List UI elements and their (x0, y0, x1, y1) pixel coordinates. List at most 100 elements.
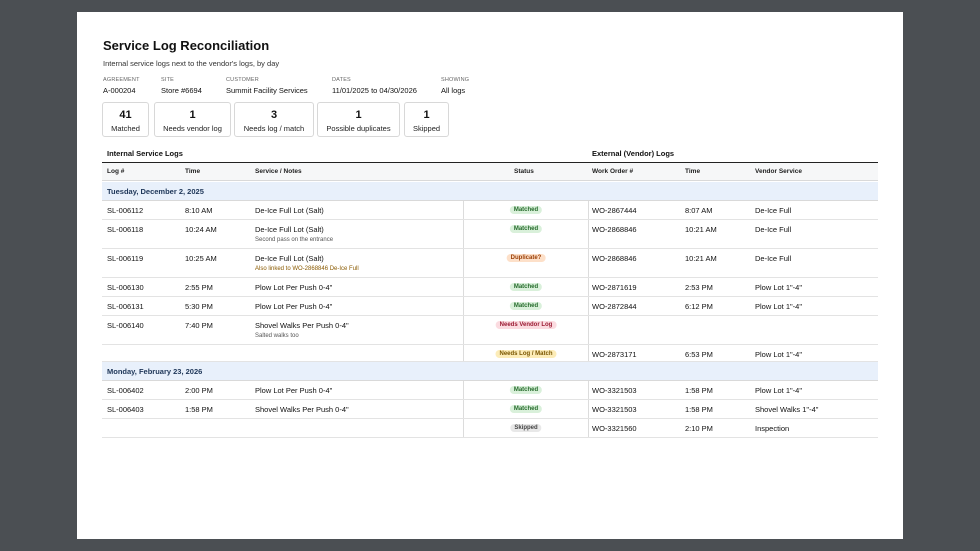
service-name: Plow Lot Per Push 0-4" (255, 283, 333, 292)
summary-label: Matched (111, 124, 140, 133)
summary-label: Skipped (412, 124, 441, 133)
vendor-service: De-Ice Full (755, 206, 792, 215)
column-divider (588, 220, 589, 248)
summary-count: 41 (119, 109, 132, 121)
service-name: Shovel Walks Per Push 0-4" (255, 321, 349, 330)
table-row[interactable]: SL-006140 7:40 PM Shovel Walks Per Push 0-… (102, 316, 878, 345)
table-row[interactable]: WO-2873171 6:53 PM Plow Lot 1"-4" Needs Log… (102, 345, 878, 362)
status-badge: Needs Vendor Log (495, 321, 557, 329)
col-header-service: Service / Notes (255, 168, 302, 175)
vendor-time: 10:21 AM (685, 225, 717, 234)
log-number[interactable]: SL-006130 (107, 283, 144, 292)
summary-count: 1 (189, 109, 196, 121)
page-title: Service Log Reconciliation (103, 38, 270, 53)
service-name: Plow Lot Per Push 0-4" (255, 386, 333, 395)
status-badge: Matched (509, 302, 543, 310)
table-row[interactable]: SL-006403 1:58 PM Shovel Walks Per Push 0-… (102, 400, 878, 419)
col-header-vendor-time: Time (685, 168, 701, 175)
column-divider (463, 381, 464, 399)
column-divider (463, 419, 464, 437)
report-page: Service Log Reconciliation Internal serv… (77, 12, 903, 539)
day-group-header: Tuesday, December 2, 2025 (102, 182, 878, 201)
status-badge: Skipped (510, 424, 542, 432)
log-number[interactable]: SL-006402 (107, 386, 144, 395)
col-header-vendor-service: Vendor Service (755, 168, 802, 175)
vendor-service: Plow Lot 1"-4" (755, 302, 803, 311)
work-order-number[interactable]: WO-3321503 (592, 405, 637, 414)
summary-card-needs-log-match[interactable]: 3 Needs log / match (234, 102, 314, 137)
summary-card-possible-duplicates[interactable]: 1 Possible duplicates (317, 102, 400, 137)
log-number[interactable]: SL-006131 (107, 302, 144, 311)
column-divider (463, 249, 464, 277)
meta-dates: Dates 11/01/2025 to 04/30/2026 (332, 77, 417, 95)
summary-count: 1 (423, 109, 430, 121)
log-time: 1:58 PM (185, 405, 213, 414)
meta-site: Site Store #6694 (161, 77, 202, 95)
column-divider (463, 316, 464, 344)
summary-card-needs-vendor-log[interactable]: 1 Needs vendor log (154, 102, 231, 137)
column-divider (463, 297, 464, 315)
service-name: Shovel Walks Per Push 0-4" (255, 405, 349, 414)
work-order-number[interactable]: WO-3321503 (592, 386, 637, 395)
column-divider (463, 278, 464, 296)
work-order-number[interactable]: WO-2868846 (592, 225, 637, 234)
status-badge: Matched (509, 225, 543, 233)
work-order-number[interactable]: WO-2872844 (592, 302, 637, 311)
column-divider (463, 345, 464, 361)
table-header: Log # Time Service / Notes Status Work O… (102, 163, 878, 181)
table-row[interactable]: SL-006131 5:30 PM Plow Lot Per Push 0-4" WO… (102, 297, 878, 316)
col-header-status: Status (514, 168, 534, 175)
service-name: De-Ice Full Lot (Salt) (255, 206, 324, 215)
table-row[interactable]: SL-006118 10:24 AM De-Ice Full Lot (Salt) W… (102, 220, 878, 249)
summary-label: Needs log / match (243, 124, 305, 133)
meta-value: Store #6694 (161, 86, 202, 95)
service-name: De-Ice Full Lot (Salt) (255, 254, 324, 263)
summary-card-matched[interactable]: 41 Matched (102, 102, 149, 137)
work-order-number[interactable]: WO-2873171 (592, 350, 637, 359)
column-divider (463, 400, 464, 418)
vendor-service: Plow Lot 1"-4" (755, 386, 803, 395)
table-row[interactable]: SL-006402 2:00 PM Plow Lot Per Push 0-4" WO… (102, 381, 878, 400)
vendor-service: Inspection (755, 424, 790, 433)
col-header-time: Time (185, 168, 201, 175)
col-header-work-order: Work Order # (592, 168, 634, 175)
table-row[interactable]: SL-006130 2:55 PM Plow Lot Per Push 0-4" WO… (102, 278, 878, 297)
status-badge: Matched (509, 405, 543, 413)
table-row[interactable]: SL-006112 8:10 AM De-Ice Full Lot (Salt) WO… (102, 201, 878, 220)
log-time: 7:40 PM (185, 321, 213, 330)
status-badge: Duplicate? (506, 254, 546, 262)
column-divider (463, 201, 464, 219)
table-row[interactable]: WO-3321560 2:10 PM Inspection Skipped (102, 419, 878, 438)
work-order-number[interactable]: WO-2867444 (592, 206, 637, 215)
log-time: 10:25 AM (185, 254, 217, 263)
service-name: Plow Lot Per Push 0-4" (255, 302, 333, 311)
table-row[interactable]: SL-006119 10:25 AM De-Ice Full Lot (Salt) W… (102, 249, 878, 278)
log-number[interactable]: SL-006118 (107, 225, 144, 234)
log-number[interactable]: SL-006140 (107, 321, 144, 330)
work-order-number[interactable]: WO-3321560 (592, 424, 637, 433)
log-time: 8:10 AM (185, 206, 213, 215)
log-time: 2:55 PM (185, 283, 213, 292)
service-note: Second pass on the entrance (255, 237, 334, 243)
external-logs-heading: External (Vendor) Logs (592, 149, 675, 158)
column-divider (588, 381, 589, 399)
vendor-time: 8:07 AM (685, 206, 713, 215)
status-badge: Matched (509, 206, 543, 214)
meta-label: Showing (441, 77, 470, 83)
meta-value: 11/01/2025 to 04/30/2026 (332, 86, 417, 95)
vendor-service: Plow Lot 1"-4" (755, 350, 803, 359)
summary-card-skipped[interactable]: 1 Skipped (404, 102, 449, 137)
column-divider (588, 316, 589, 344)
log-number[interactable]: SL-006112 (107, 206, 144, 215)
log-number[interactable]: SL-006403 (107, 405, 144, 414)
work-order-number[interactable]: WO-2868846 (592, 254, 637, 263)
status-badge: Matched (509, 386, 543, 394)
column-divider (588, 201, 589, 219)
service-note: Also linked to WO-2868846 De-Ice Full (255, 266, 359, 272)
work-order-number[interactable]: WO-2871619 (592, 283, 637, 292)
vendor-time: 10:21 AM (685, 254, 717, 263)
log-number[interactable]: SL-006119 (107, 254, 144, 263)
day-group-header: Monday, February 23, 2026 (102, 362, 878, 381)
status-badge: Matched (509, 283, 543, 291)
vendor-service: Shovel Walks 1"-4" (755, 405, 819, 414)
